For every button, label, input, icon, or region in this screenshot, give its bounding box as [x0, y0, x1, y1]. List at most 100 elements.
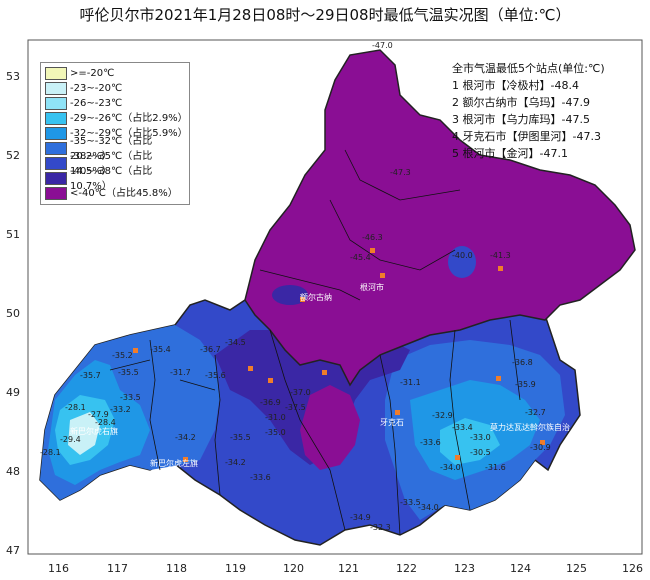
temp-value: -28.1 [65, 403, 86, 412]
temp-value: -34.9 [350, 513, 371, 522]
place-label: 根河市 [360, 282, 384, 292]
map-title: 呼伦贝尔市2021年1月28日08时～29日08时最低气温实况图（单位:℃） [79, 6, 571, 24]
temp-value: -35.5 [230, 433, 251, 442]
temp-value: -33.2 [110, 405, 131, 414]
lon-tick: 119 [225, 562, 246, 575]
station-marker [322, 370, 327, 375]
station-marker [455, 455, 460, 460]
region-purple-south [300, 385, 360, 470]
place-names: 新巴尔虎右旗 新巴尔虎左旗 莫力达瓦达斡尔族自治 根河市 牙克石 额尔古纳 [70, 282, 570, 468]
temp-value: -35.9 [515, 380, 536, 389]
legend-swatch [45, 187, 67, 200]
legend-swatch [45, 127, 67, 140]
legend-swatch [45, 97, 67, 110]
legend-swatch [45, 67, 67, 80]
temp-value: -31.1 [400, 378, 421, 387]
place-label: 新巴尔虎左旗 [150, 458, 198, 468]
temp-value: -35.4 [150, 345, 171, 354]
temp-value: -34.2 [225, 458, 246, 467]
place-label: 莫力达瓦达斡尔族自治 [490, 422, 570, 432]
temp-value: -29.4 [60, 435, 81, 444]
lon-tick: 126 [622, 562, 643, 575]
lon-tick: 120 [283, 562, 304, 575]
stats-heading: 全市气温最低5个站点(单位:℃) [452, 62, 605, 75]
place-label: 新巴尔虎右旗 [70, 426, 118, 436]
legend-item: -40~-38℃（占比10.7%） [45, 166, 185, 192]
longitude-axis: 116 117 118 119 120 121 122 123 124 125 … [48, 562, 643, 575]
temp-value: -33.5 [400, 498, 421, 507]
temperature-values: -28.1 -27.9 -33.2 -28.4 -29.4 -28.1 -35.… [40, 41, 551, 532]
temperature-map: 53 52 51 50 49 48 47 116 117 118 119 120… [6, 39, 643, 575]
stats-row: 4 牙克石市【伊图里河】-47.3 [452, 130, 601, 143]
station-marker [183, 457, 188, 462]
lon-tick: 122 [396, 562, 417, 575]
lon-tick: 117 [107, 562, 128, 575]
region-blue-island-1 [448, 246, 476, 278]
station-marker [540, 440, 545, 445]
temp-value: -34.0 [440, 463, 461, 472]
temp-value: -35.2 [112, 351, 133, 360]
temp-value: -31.0 [265, 413, 286, 422]
station-marker [498, 266, 503, 271]
temp-value: -36.9 [260, 398, 281, 407]
legend-label: -26~-23℃ [70, 98, 123, 109]
temp-value: -47.0 [372, 41, 393, 50]
legend-item: -23~-20℃ [45, 81, 185, 96]
legend-label: -23~-20℃ [70, 83, 123, 94]
lat-tick: 48 [6, 465, 20, 478]
legend-swatch [45, 142, 67, 155]
temp-value: -32.3 [370, 523, 391, 532]
stats-row: 2 额尔古纳市【乌玛】-47.9 [452, 96, 590, 109]
legend-item: -38~-35℃（占比14.5%） [45, 151, 185, 177]
lat-tick: 49 [6, 386, 20, 399]
lat-tick: 52 [6, 149, 20, 162]
legend: >=-20℃ -23~-20℃ -26~-23℃ -29~-26℃（占比2.9%… [40, 62, 190, 205]
lon-tick: 123 [454, 562, 475, 575]
lat-tick: 53 [6, 70, 20, 83]
stats-row: 5 根河市【金河】-47.1 [452, 147, 568, 160]
temp-value: -35.0 [265, 428, 286, 437]
place-label: 额尔古纳 [300, 292, 332, 302]
stats-row: 1 根河市【冷极村】-48.4 [452, 79, 579, 92]
station-marker [370, 248, 375, 253]
temp-value: -32.7 [525, 408, 546, 417]
temp-value: -37.5 [285, 403, 306, 412]
temp-value: -33.6 [250, 473, 271, 482]
temp-value: -33.6 [420, 438, 441, 447]
temp-value: -34.2 [175, 433, 196, 442]
station-marker [395, 410, 400, 415]
temp-value: -33.5 [120, 393, 141, 402]
station-marker [133, 348, 138, 353]
temp-value: -36.7 [200, 345, 221, 354]
place-label: 牙克石 [380, 418, 404, 427]
temp-value: -34.0 [418, 503, 439, 512]
legend-item: -26~-23℃ [45, 96, 185, 111]
legend-label: <-40℃（占比45.8%） [70, 188, 178, 199]
temp-value: -45.4 [350, 253, 371, 262]
temp-value: -36.8 [512, 358, 533, 367]
lat-tick: 50 [6, 307, 20, 320]
temp-value: -30.5 [470, 448, 491, 457]
legend-item: -35~-32℃（占比20.2%） [45, 136, 185, 162]
legend-label: -29~-26℃（占比2.9%） [70, 113, 188, 124]
station-marker [496, 376, 501, 381]
legend-item: -29~-26℃（占比2.9%） [45, 111, 188, 126]
temp-value: -33.0 [470, 433, 491, 442]
region-pale-west [68, 412, 100, 455]
legend-swatch [45, 172, 67, 185]
temp-value: -35.5 [118, 368, 139, 377]
district-boundaries [109, 149, 521, 536]
legend-label: -32~-29℃（占比5.9%） [70, 128, 188, 139]
legend-label: >=-20℃ [70, 68, 115, 79]
station-marker [268, 378, 273, 383]
temp-value: -28.4 [95, 418, 116, 427]
station-marker [248, 366, 253, 371]
lon-tick: 124 [510, 562, 531, 575]
lat-tick: 51 [6, 228, 20, 241]
region-blue-island-2 [272, 285, 308, 305]
temp-value: -32.9 [432, 411, 453, 420]
legend-swatch [45, 157, 67, 170]
coldest-stations-panel: 全市气温最低5个站点(单位:℃) 1 根河市【冷极村】-48.4 2 额尔古纳市… [452, 60, 642, 162]
temp-value: -30.9 [530, 443, 551, 452]
lon-tick: 116 [48, 562, 69, 575]
